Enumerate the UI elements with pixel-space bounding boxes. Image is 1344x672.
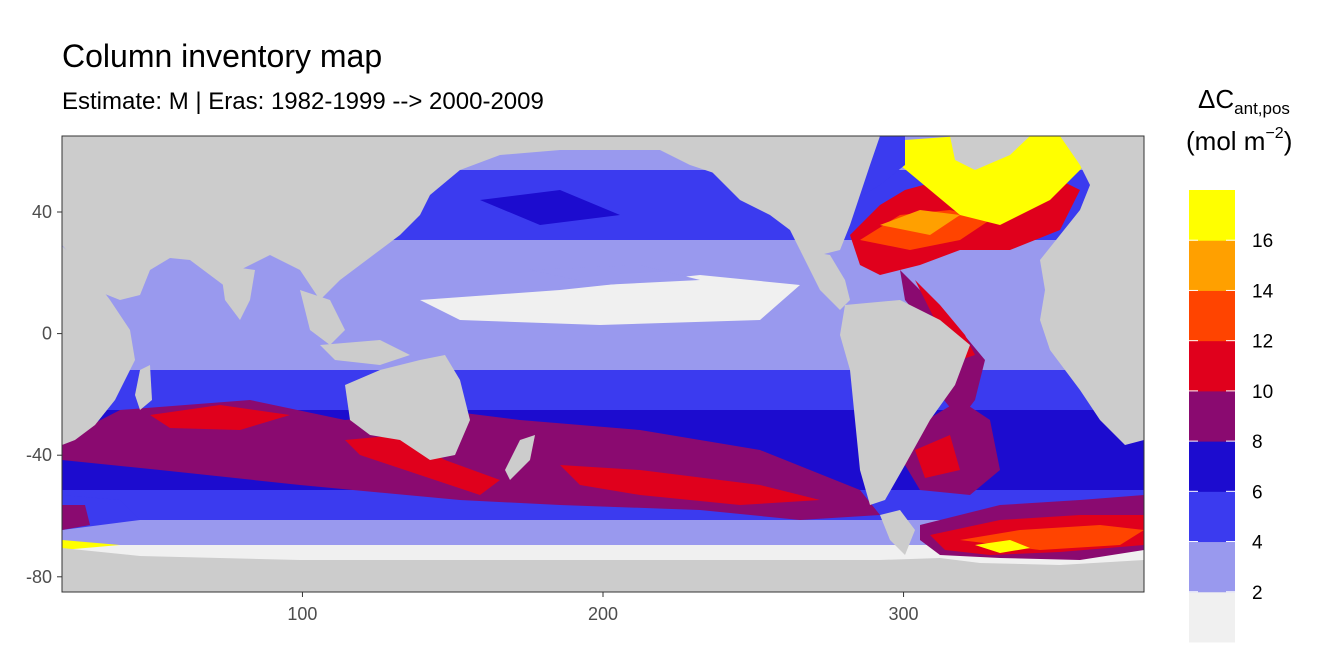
legend-label: 6 [1252, 482, 1263, 503]
europe-africa-east-land [1040, 136, 1144, 445]
se-asia-land [300, 290, 345, 345]
legend-title-unit: (mol m−2) [1186, 125, 1293, 156]
africa-land [62, 246, 135, 445]
australia-land [345, 355, 470, 460]
legend-label: 2 [1252, 583, 1263, 604]
legend-swatch [1189, 340, 1235, 392]
central-america-land [800, 250, 850, 310]
madagascar-land [135, 365, 152, 410]
map-title: Column inventory map [62, 38, 383, 74]
y-tick-label: 40 [32, 202, 52, 222]
south-atlantic-red [915, 435, 960, 478]
indonesia-land [320, 340, 410, 365]
legend-label: 8 [1252, 432, 1263, 453]
tropical-low-patch [420, 275, 800, 325]
legend-swatch [1189, 591, 1235, 643]
legend-title: ΔCant,pos (mol m−2) [1176, 84, 1336, 157]
legend-swatch [1189, 491, 1235, 543]
southern-red-patch-1 [345, 435, 500, 495]
map-panel [62, 136, 1144, 592]
north-america-land [700, 136, 880, 255]
land [62, 136, 1144, 592]
legend-label: 14 [1252, 281, 1274, 302]
y-axis: 40 0 -40 -80 [26, 202, 62, 587]
tropical-patch-2 [530, 265, 700, 285]
southwest-purple [62, 505, 90, 530]
antarctica-land [62, 548, 1144, 592]
y-tick-label: 0 [42, 324, 52, 344]
y-tick-label: -80 [26, 567, 52, 587]
north-pacific-dark-patch [480, 190, 620, 225]
x-tick-label: 200 [588, 604, 618, 624]
legend-title-main: ΔCant,pos [1198, 84, 1290, 118]
weddell-yellow [975, 540, 1030, 553]
legend-label: 16 [1252, 231, 1273, 252]
new-zealand-land [505, 435, 535, 480]
legend-labels: 16 14 12 10 8 6 4 2 [1189, 231, 1274, 604]
legend-swatch [1189, 441, 1235, 492]
eurasia-land [62, 136, 860, 300]
greenland-land [950, 136, 1030, 170]
southern-red-patch-3 [150, 405, 290, 430]
x-axis: 100 200 300 [287, 592, 919, 624]
legend-swatch [1189, 390, 1235, 442]
legend-swatch [1189, 190, 1235, 241]
legend-swatch [1189, 240, 1235, 291]
x-tick-label: 300 [889, 604, 919, 624]
legend-label: 12 [1252, 332, 1273, 353]
legend-label: 10 [1252, 382, 1273, 403]
x-tick-label: 100 [287, 604, 317, 624]
y-tick-label: -40 [26, 445, 52, 465]
map-subtitle: Estimate: M | Eras: 1982-1999 --> 2000-2… [62, 88, 544, 115]
southern-red-patch-2 [560, 465, 820, 505]
legend-swatch [1189, 290, 1235, 342]
legend-swatch [1189, 541, 1235, 593]
india-land [220, 265, 255, 320]
antarctic-peninsula-land [880, 510, 915, 555]
south-america-land [840, 300, 970, 505]
north-atlantic-yellow [900, 136, 1110, 225]
legend-label: 4 [1252, 533, 1263, 554]
north-atlantic-orange [880, 210, 960, 235]
southwest-yellow [62, 540, 120, 550]
legend-color-bar [1189, 190, 1235, 643]
